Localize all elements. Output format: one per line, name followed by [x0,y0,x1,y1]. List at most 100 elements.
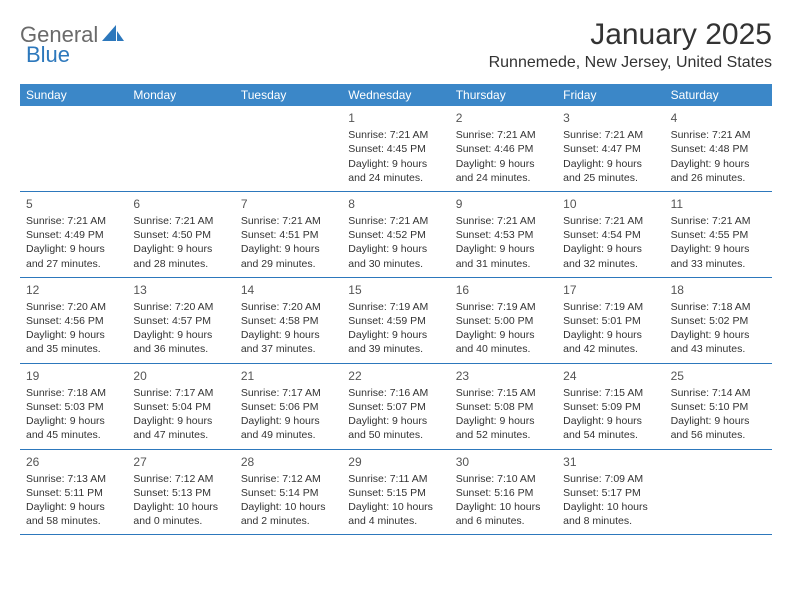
day-number: 9 [456,196,551,212]
daylight-line-1: Daylight: 9 hours [26,328,121,342]
sunrise-line: Sunrise: 7:21 AM [26,214,121,228]
day-number: 19 [26,368,121,384]
sunset-line: Sunset: 5:02 PM [671,314,766,328]
daylight-line-1: Daylight: 9 hours [26,500,121,514]
day-cell: 29Sunrise: 7:11 AMSunset: 5:15 PMDayligh… [342,450,449,535]
daylight-line-2: and 56 minutes. [671,428,766,442]
daylight-line-1: Daylight: 9 hours [348,414,443,428]
day-header-cell: Tuesday [235,84,342,106]
day-cell: 28Sunrise: 7:12 AMSunset: 5:14 PMDayligh… [235,450,342,535]
daylight-line-2: and 29 minutes. [241,257,336,271]
sunset-line: Sunset: 5:16 PM [456,486,551,500]
sunrise-line: Sunrise: 7:15 AM [456,386,551,400]
sunset-line: Sunset: 4:59 PM [348,314,443,328]
header: General January 2025 Runnemede, New Jers… [20,18,772,72]
daylight-line-2: and 47 minutes. [133,428,228,442]
daylight-line-1: Daylight: 9 hours [563,242,658,256]
daylight-line-1: Daylight: 9 hours [26,414,121,428]
daylight-line-1: Daylight: 9 hours [241,414,336,428]
daylight-line-2: and 40 minutes. [456,342,551,356]
week-row: 12Sunrise: 7:20 AMSunset: 4:56 PMDayligh… [20,278,772,364]
title-block: January 2025 Runnemede, New Jersey, Unit… [489,18,772,72]
day-number: 13 [133,282,228,298]
day-cell: 20Sunrise: 7:17 AMSunset: 5:04 PMDayligh… [127,364,234,449]
daylight-line-1: Daylight: 9 hours [241,328,336,342]
sunrise-line: Sunrise: 7:18 AM [26,386,121,400]
sunrise-line: Sunrise: 7:19 AM [456,300,551,314]
sunset-line: Sunset: 5:08 PM [456,400,551,414]
sunrise-line: Sunrise: 7:20 AM [133,300,228,314]
location-text: Runnemede, New Jersey, United States [489,54,772,72]
day-cell-empty [20,106,127,191]
daylight-line-2: and 39 minutes. [348,342,443,356]
sunrise-line: Sunrise: 7:21 AM [348,214,443,228]
day-number: 16 [456,282,551,298]
day-number: 30 [456,454,551,470]
daylight-line-2: and 24 minutes. [348,171,443,185]
day-header-cell: Sunday [20,84,127,106]
sunrise-line: Sunrise: 7:21 AM [456,128,551,142]
day-cell: 12Sunrise: 7:20 AMSunset: 4:56 PMDayligh… [20,278,127,363]
day-number: 7 [241,196,336,212]
sunrise-line: Sunrise: 7:21 AM [671,214,766,228]
day-number: 29 [348,454,443,470]
sunrise-line: Sunrise: 7:21 AM [241,214,336,228]
daylight-line-1: Daylight: 9 hours [671,328,766,342]
week-row: 5Sunrise: 7:21 AMSunset: 4:49 PMDaylight… [20,192,772,278]
day-number: 20 [133,368,228,384]
day-header-cell: Monday [127,84,234,106]
sunset-line: Sunset: 5:06 PM [241,400,336,414]
sunrise-line: Sunrise: 7:11 AM [348,472,443,486]
day-number: 2 [456,110,551,126]
day-cell: 31Sunrise: 7:09 AMSunset: 5:17 PMDayligh… [557,450,664,535]
day-number: 18 [671,282,766,298]
day-number: 31 [563,454,658,470]
daylight-line-1: Daylight: 9 hours [348,328,443,342]
day-number: 8 [348,196,443,212]
daylight-line-2: and 35 minutes. [26,342,121,356]
day-number: 28 [241,454,336,470]
day-number: 1 [348,110,443,126]
sunset-line: Sunset: 5:01 PM [563,314,658,328]
day-cell: 18Sunrise: 7:18 AMSunset: 5:02 PMDayligh… [665,278,772,363]
day-cell: 25Sunrise: 7:14 AMSunset: 5:10 PMDayligh… [665,364,772,449]
daylight-line-2: and 26 minutes. [671,171,766,185]
daylight-line-2: and 45 minutes. [26,428,121,442]
sunset-line: Sunset: 4:50 PM [133,228,228,242]
day-cell: 13Sunrise: 7:20 AMSunset: 4:57 PMDayligh… [127,278,234,363]
day-number: 22 [348,368,443,384]
day-cell: 19Sunrise: 7:18 AMSunset: 5:03 PMDayligh… [20,364,127,449]
day-cell: 7Sunrise: 7:21 AMSunset: 4:51 PMDaylight… [235,192,342,277]
sunrise-line: Sunrise: 7:17 AM [133,386,228,400]
sunset-line: Sunset: 5:13 PM [133,486,228,500]
day-cell: 26Sunrise: 7:13 AMSunset: 5:11 PMDayligh… [20,450,127,535]
day-cell: 11Sunrise: 7:21 AMSunset: 4:55 PMDayligh… [665,192,772,277]
sunset-line: Sunset: 4:51 PM [241,228,336,242]
daylight-line-1: Daylight: 9 hours [26,242,121,256]
logo-text-blue: Blue [26,42,70,68]
daylight-line-1: Daylight: 9 hours [348,157,443,171]
week-row: 26Sunrise: 7:13 AMSunset: 5:11 PMDayligh… [20,450,772,536]
daylight-line-2: and 25 minutes. [563,171,658,185]
sunset-line: Sunset: 4:55 PM [671,228,766,242]
daylight-line-1: Daylight: 10 hours [456,500,551,514]
day-cell: 22Sunrise: 7:16 AMSunset: 5:07 PMDayligh… [342,364,449,449]
day-cell: 8Sunrise: 7:21 AMSunset: 4:52 PMDaylight… [342,192,449,277]
sunset-line: Sunset: 5:11 PM [26,486,121,500]
sunrise-line: Sunrise: 7:15 AM [563,386,658,400]
sunrise-line: Sunrise: 7:09 AM [563,472,658,486]
daylight-line-1: Daylight: 9 hours [671,242,766,256]
day-number: 12 [26,282,121,298]
daylight-line-1: Daylight: 9 hours [133,414,228,428]
sunrise-line: Sunrise: 7:19 AM [348,300,443,314]
day-cell: 14Sunrise: 7:20 AMSunset: 4:58 PMDayligh… [235,278,342,363]
day-header-cell: Thursday [450,84,557,106]
daylight-line-2: and 27 minutes. [26,257,121,271]
day-number: 25 [671,368,766,384]
day-number: 6 [133,196,228,212]
day-header-row: SundayMondayTuesdayWednesdayThursdayFrid… [20,84,772,106]
sunset-line: Sunset: 4:53 PM [456,228,551,242]
sunset-line: Sunset: 4:56 PM [26,314,121,328]
day-cell: 24Sunrise: 7:15 AMSunset: 5:09 PMDayligh… [557,364,664,449]
week-row: 1Sunrise: 7:21 AMSunset: 4:45 PMDaylight… [20,106,772,192]
